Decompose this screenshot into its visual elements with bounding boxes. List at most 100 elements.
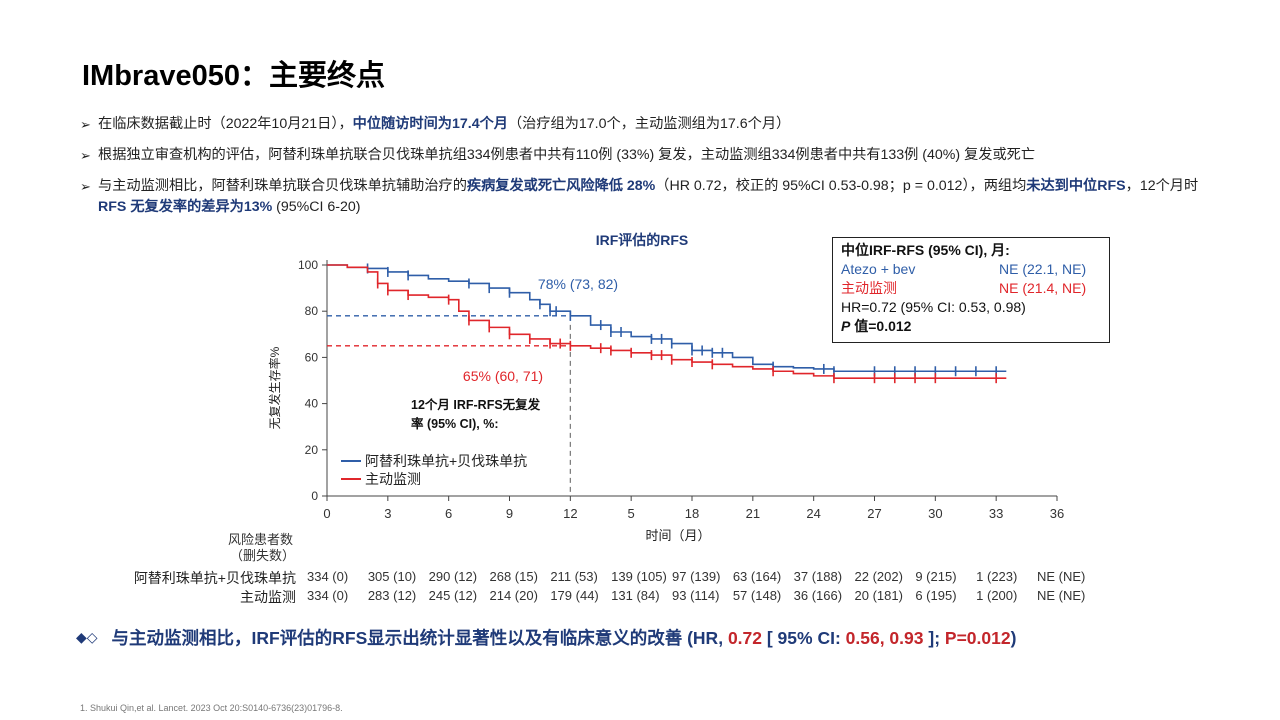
- annotation-atezo-12m: 78% (73, 82): [538, 276, 618, 292]
- stats-row-atezo: Atezo + bev NE (22.1, NE): [841, 260, 1109, 279]
- risk-cell: 139 (105): [611, 569, 667, 584]
- risk-cell: 97 (139): [672, 569, 721, 584]
- bullet-item: ➢ 在临床数据截止时（2022年10月21日），中位随访时间为17.4个月（治疗组…: [80, 114, 1210, 135]
- risk-table-subheader: （删失数）: [230, 548, 296, 563]
- bullet-text: （治疗组为17.0个，主动监测组为17.6个月）: [507, 116, 791, 132]
- risk-cell: 57 (148): [732, 588, 782, 603]
- stats-header: 中位IRF-RFS (95% CI), 月:: [841, 242, 1010, 258]
- stats-box: 中位IRF-RFS (95% CI), 月: Atezo + bev NE (2…: [832, 237, 1110, 343]
- x-tick-label: 12: [563, 506, 577, 521]
- y-tick-label: 80: [305, 304, 319, 318]
- risk-cell: 36 (166): [793, 588, 843, 603]
- y-tick-label: 60: [305, 350, 319, 364]
- risk-cell: 9 (215): [915, 569, 957, 584]
- conclusion-text-1: 与主动监测相比，IRF评估的RFS显示出统计显著性以及有临床意义的改善 (HR,: [111, 628, 728, 648]
- risk-cell: 305 (10): [367, 569, 417, 584]
- x-tick-label: 0: [323, 506, 330, 521]
- risk-cell: 6 (195): [915, 588, 957, 603]
- bullet-text: 与主动监测相比，阿替利珠单抗联合贝伐珠单抗辅助治疗的: [98, 178, 467, 194]
- page-title: IMbrave050：主要终点: [82, 60, 385, 92]
- arrow-icon: ➢: [80, 148, 91, 163]
- x-axis-label: 时间（月）: [645, 528, 710, 543]
- chart-title: IRF评估的RFS: [596, 232, 689, 248]
- y-tick-label: 100: [298, 258, 318, 272]
- conclusion-text-4: ): [1010, 628, 1017, 648]
- risk-cell: 1 (200): [976, 588, 1018, 603]
- risk-cell: 22 (202): [854, 569, 903, 584]
- risk-cell: 63 (164): [732, 569, 782, 584]
- risk-cell: 290 (12): [428, 569, 478, 584]
- risk-cell: 268 (15): [489, 569, 538, 584]
- stats-p-label: P: [841, 318, 851, 334]
- y-tick-label: 0: [311, 489, 318, 503]
- bullet-text: 中位随访时间为17.4个月: [352, 116, 508, 132]
- risk-cell: NE (NE): [1037, 569, 1086, 584]
- stats-value-atezo: NE (22.1, NE): [999, 261, 1087, 277]
- x-tick-label: 6: [445, 506, 452, 521]
- risk-cell: 131 (84): [611, 588, 660, 603]
- rfs-annotation-line2: 率 (95% CI), %:: [411, 416, 499, 431]
- stats-row-monitor: 主动监测 NE (21.4, NE): [841, 279, 1109, 298]
- stats-label-monitor: 主动监测: [841, 280, 897, 296]
- risk-cell: 20 (181): [854, 588, 903, 603]
- x-tick-label: 18: [685, 506, 699, 521]
- risk-cell: 37 (188): [793, 569, 843, 584]
- conclusion-p: P=0.012: [944, 628, 1011, 648]
- risk-row-label: 阿替利珠单抗+贝伐珠单抗: [133, 570, 296, 586]
- annotation-monitor-12m: 65% (60, 71): [463, 368, 543, 384]
- risk-cell: NE (NE): [1037, 588, 1086, 603]
- conclusion-ci: 0.56, 0.93: [845, 628, 924, 648]
- bullet-text: 在临床数据截止时（2022年10月21日），: [98, 116, 353, 132]
- risk-cell: 211 (53): [550, 569, 598, 584]
- arrow-icon: ➢: [80, 117, 91, 132]
- diamond-icon: ◆◇: [76, 629, 98, 645]
- bullet-item: ➢ 根据独立审查机构的评估，阿替利珠单抗联合贝伐珠单抗组334例患者中共有110例…: [80, 145, 1210, 166]
- y-axis-label: 无复发生存率%: [267, 346, 282, 429]
- bullet-item: ➢ 与主动监测相比，阿替利珠单抗联合贝伐珠单抗辅助治疗的疾病复发或死亡风险降低 2…: [80, 176, 1210, 218]
- rfs-annotation-line1: 12个月 IRF-RFS无复发: [411, 397, 541, 412]
- stats-value-monitor: NE (21.4, NE): [999, 280, 1087, 296]
- x-tick-label: 5: [628, 506, 635, 521]
- risk-cell: 334 (0): [307, 569, 349, 584]
- x-tick-label: 30: [928, 506, 942, 521]
- bullet-text: （HR 0.72，校正的 95%CI 0.53-0.98；p = 0.012），…: [655, 178, 1027, 194]
- bullet-list: ➢ 在临床数据截止时（2022年10月21日），中位随访时间为17.4个月（治疗组…: [80, 114, 1210, 228]
- series-line-atezo: [327, 264, 1007, 373]
- footnote: 1. Shukui Qin,et al. Lancet. 2023 Oct 20…: [80, 703, 343, 713]
- x-tick-label: 21: [746, 506, 760, 521]
- risk-cell: 283 (12): [367, 588, 417, 603]
- risk-cell: 214 (20): [489, 588, 538, 603]
- bullet-text: (95%CI 6-20): [272, 199, 361, 215]
- risk-cell: 1 (223): [976, 569, 1018, 584]
- risk-row-label: 主动监测: [240, 589, 296, 605]
- conclusion-text-3: ];: [923, 628, 945, 648]
- risk-cell: 93 (114): [672, 588, 720, 603]
- y-tick-label: 20: [305, 443, 319, 457]
- bullet-text: 未达到中位RFS: [1026, 178, 1126, 194]
- bullet-text: RFS 无复发率的差异为13%: [98, 199, 273, 215]
- bullet-text: ，12个月时: [1125, 178, 1199, 194]
- risk-cell: 245 (12): [428, 588, 478, 603]
- stats-label-atezo: Atezo + bev: [841, 261, 916, 277]
- risk-cell: 334 (0): [307, 588, 349, 603]
- x-tick-label: 3: [384, 506, 391, 521]
- conclusion-hr: 0.72: [727, 628, 762, 648]
- legend-label-monitor: 主动监测: [365, 471, 421, 487]
- conclusion-text-2: [ 95% CI:: [762, 628, 846, 648]
- stats-p: P 值=0.012: [841, 317, 1109, 336]
- x-tick-label: 27: [867, 506, 881, 521]
- stats-hr: HR=0.72 (95% CI: 0.53, 0.98): [841, 299, 1026, 315]
- y-tick-label: 40: [305, 397, 319, 411]
- x-tick-label: 36: [1050, 506, 1064, 521]
- conclusion: ◆◇ 与主动监测相比，IRF评估的RFS显示出统计显著性以及有临床意义的改善 (H…: [76, 625, 1016, 650]
- risk-table-header: 风险患者数: [228, 532, 294, 547]
- stats-p-value: 值=0.012: [850, 318, 912, 334]
- arrow-icon: ➢: [80, 179, 91, 194]
- x-tick-label: 33: [989, 506, 1003, 521]
- risk-cell: 179 (44): [550, 588, 599, 603]
- x-tick-label: 9: [506, 506, 513, 521]
- x-tick-label: 24: [806, 506, 820, 521]
- legend-label-atezo: 阿替利珠单抗+贝伐珠单抗: [365, 453, 527, 469]
- bullet-text: 疾病复发或死亡风险降低 28%: [466, 178, 656, 194]
